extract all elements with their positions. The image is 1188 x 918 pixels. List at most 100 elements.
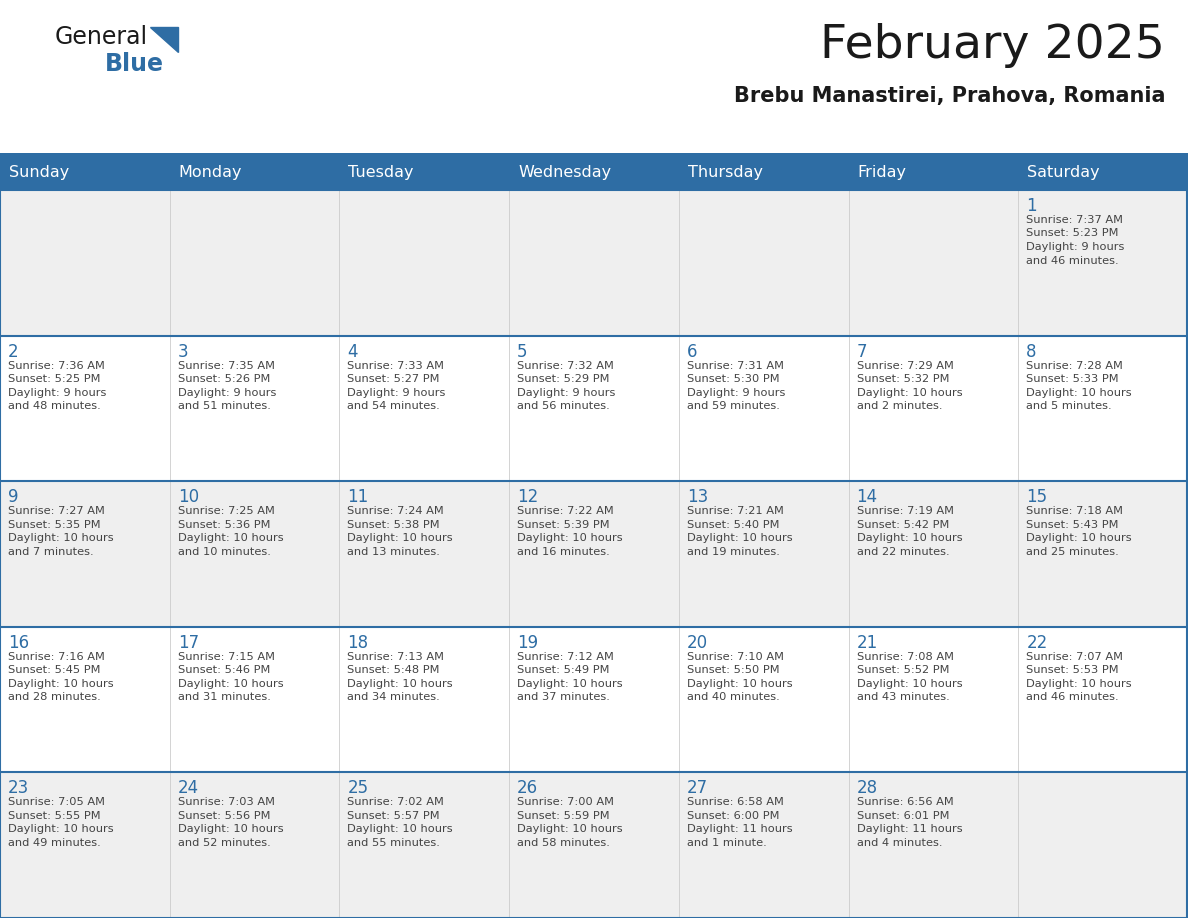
Text: Friday: Friday <box>858 165 906 180</box>
Bar <box>1018 155 1188 190</box>
Text: Daylight: 10 hours: Daylight: 10 hours <box>857 533 962 543</box>
Text: Sunset: 5:27 PM: Sunset: 5:27 PM <box>347 375 440 384</box>
Bar <box>170 772 340 918</box>
Text: Sunset: 5:33 PM: Sunset: 5:33 PM <box>1026 375 1119 384</box>
Bar <box>170 336 340 481</box>
Bar <box>1018 772 1188 918</box>
Text: and 40 minutes.: and 40 minutes. <box>687 692 779 702</box>
Text: Sunset: 5:43 PM: Sunset: 5:43 PM <box>1026 520 1119 530</box>
Text: Sunrise: 7:16 AM: Sunrise: 7:16 AM <box>8 652 105 662</box>
Bar <box>510 336 678 481</box>
Text: Sunrise: 7:25 AM: Sunrise: 7:25 AM <box>178 506 274 516</box>
Bar <box>678 336 848 481</box>
Text: 23: 23 <box>8 779 30 798</box>
Text: and 48 minutes.: and 48 minutes. <box>8 401 101 411</box>
Text: Sunset: 5:26 PM: Sunset: 5:26 PM <box>178 375 270 384</box>
Text: Daylight: 10 hours: Daylight: 10 hours <box>517 678 623 688</box>
Text: Sunset: 5:40 PM: Sunset: 5:40 PM <box>687 520 779 530</box>
Text: Sunrise: 7:19 AM: Sunrise: 7:19 AM <box>857 506 954 516</box>
Bar <box>340 772 510 918</box>
Text: Sunset: 5:50 PM: Sunset: 5:50 PM <box>687 666 779 676</box>
Text: Sunset: 5:57 PM: Sunset: 5:57 PM <box>347 811 440 821</box>
Bar <box>170 155 340 190</box>
Text: Sunday: Sunday <box>10 165 69 180</box>
Text: Sunset: 6:00 PM: Sunset: 6:00 PM <box>687 811 779 821</box>
Bar <box>1018 627 1188 772</box>
Text: Sunrise: 7:27 AM: Sunrise: 7:27 AM <box>8 506 105 516</box>
Text: Daylight: 9 hours: Daylight: 9 hours <box>8 387 107 397</box>
Text: 26: 26 <box>517 779 538 798</box>
Bar <box>848 481 1018 627</box>
Bar <box>0 772 170 918</box>
Text: Sunset: 5:29 PM: Sunset: 5:29 PM <box>517 375 609 384</box>
Text: Daylight: 10 hours: Daylight: 10 hours <box>517 824 623 834</box>
Text: Sunset: 5:59 PM: Sunset: 5:59 PM <box>517 811 609 821</box>
Text: 6: 6 <box>687 342 697 361</box>
Text: Sunset: 5:39 PM: Sunset: 5:39 PM <box>517 520 609 530</box>
Bar <box>340 190 510 336</box>
Text: and 4 minutes.: and 4 minutes. <box>857 838 942 848</box>
Text: and 10 minutes.: and 10 minutes. <box>178 547 271 556</box>
Text: 4: 4 <box>347 342 358 361</box>
Text: Sunrise: 7:05 AM: Sunrise: 7:05 AM <box>8 798 105 808</box>
Text: Sunset: 5:42 PM: Sunset: 5:42 PM <box>857 520 949 530</box>
Text: Sunrise: 7:37 AM: Sunrise: 7:37 AM <box>1026 215 1124 225</box>
Text: Sunrise: 7:18 AM: Sunrise: 7:18 AM <box>1026 506 1124 516</box>
Text: 13: 13 <box>687 488 708 506</box>
Text: and 56 minutes.: and 56 minutes. <box>517 401 609 411</box>
Bar <box>510 772 678 918</box>
Text: and 7 minutes.: and 7 minutes. <box>8 547 94 556</box>
Text: Sunset: 5:36 PM: Sunset: 5:36 PM <box>178 520 270 530</box>
Text: Sunrise: 7:07 AM: Sunrise: 7:07 AM <box>1026 652 1124 662</box>
Text: General: General <box>55 25 148 49</box>
Text: 3: 3 <box>178 342 189 361</box>
Bar <box>0 153 1188 157</box>
Text: Daylight: 10 hours: Daylight: 10 hours <box>1026 678 1132 688</box>
Text: Daylight: 10 hours: Daylight: 10 hours <box>347 533 453 543</box>
Text: Sunset: 5:32 PM: Sunset: 5:32 PM <box>857 375 949 384</box>
Text: and 19 minutes.: and 19 minutes. <box>687 547 779 556</box>
Text: and 55 minutes.: and 55 minutes. <box>347 838 441 848</box>
Text: Sunrise: 7:28 AM: Sunrise: 7:28 AM <box>1026 361 1123 371</box>
Bar <box>170 481 340 627</box>
Text: Sunrise: 7:08 AM: Sunrise: 7:08 AM <box>857 652 954 662</box>
Text: and 54 minutes.: and 54 minutes. <box>347 401 441 411</box>
Text: Sunset: 5:49 PM: Sunset: 5:49 PM <box>517 666 609 676</box>
Text: Brebu Manastirei, Prahova, Romania: Brebu Manastirei, Prahova, Romania <box>733 86 1165 106</box>
Text: 15: 15 <box>1026 488 1048 506</box>
Text: Sunrise: 7:00 AM: Sunrise: 7:00 AM <box>517 798 614 808</box>
Text: and 51 minutes.: and 51 minutes. <box>178 401 271 411</box>
Text: Sunrise: 6:56 AM: Sunrise: 6:56 AM <box>857 798 953 808</box>
Bar <box>0 155 170 190</box>
Bar <box>510 481 678 627</box>
Text: Wednesday: Wednesday <box>518 165 612 180</box>
Bar <box>678 190 848 336</box>
Text: 17: 17 <box>178 633 198 652</box>
Text: and 43 minutes.: and 43 minutes. <box>857 692 949 702</box>
Text: and 5 minutes.: and 5 minutes. <box>1026 401 1112 411</box>
Bar <box>170 190 340 336</box>
Bar <box>848 772 1018 918</box>
Bar <box>848 627 1018 772</box>
Text: February 2025: February 2025 <box>820 23 1165 68</box>
Text: Sunrise: 7:36 AM: Sunrise: 7:36 AM <box>8 361 105 371</box>
Polygon shape <box>150 27 178 52</box>
Text: and 2 minutes.: and 2 minutes. <box>857 401 942 411</box>
Text: Daylight: 9 hours: Daylight: 9 hours <box>1026 242 1125 252</box>
Text: and 59 minutes.: and 59 minutes. <box>687 401 779 411</box>
Bar <box>848 155 1018 190</box>
Text: Sunset: 5:55 PM: Sunset: 5:55 PM <box>8 811 101 821</box>
Text: Sunrise: 7:29 AM: Sunrise: 7:29 AM <box>857 361 954 371</box>
Text: and 22 minutes.: and 22 minutes. <box>857 547 949 556</box>
Text: Daylight: 10 hours: Daylight: 10 hours <box>1026 387 1132 397</box>
Text: 14: 14 <box>857 488 878 506</box>
Text: Sunset: 5:38 PM: Sunset: 5:38 PM <box>347 520 440 530</box>
Bar <box>1018 336 1188 481</box>
Text: Tuesday: Tuesday <box>348 165 413 180</box>
Text: Daylight: 11 hours: Daylight: 11 hours <box>857 824 962 834</box>
Text: Sunrise: 6:58 AM: Sunrise: 6:58 AM <box>687 798 784 808</box>
Text: Daylight: 9 hours: Daylight: 9 hours <box>517 387 615 397</box>
Text: Sunset: 5:23 PM: Sunset: 5:23 PM <box>1026 229 1119 239</box>
Text: Daylight: 10 hours: Daylight: 10 hours <box>347 678 453 688</box>
Text: Sunset: 5:48 PM: Sunset: 5:48 PM <box>347 666 440 676</box>
